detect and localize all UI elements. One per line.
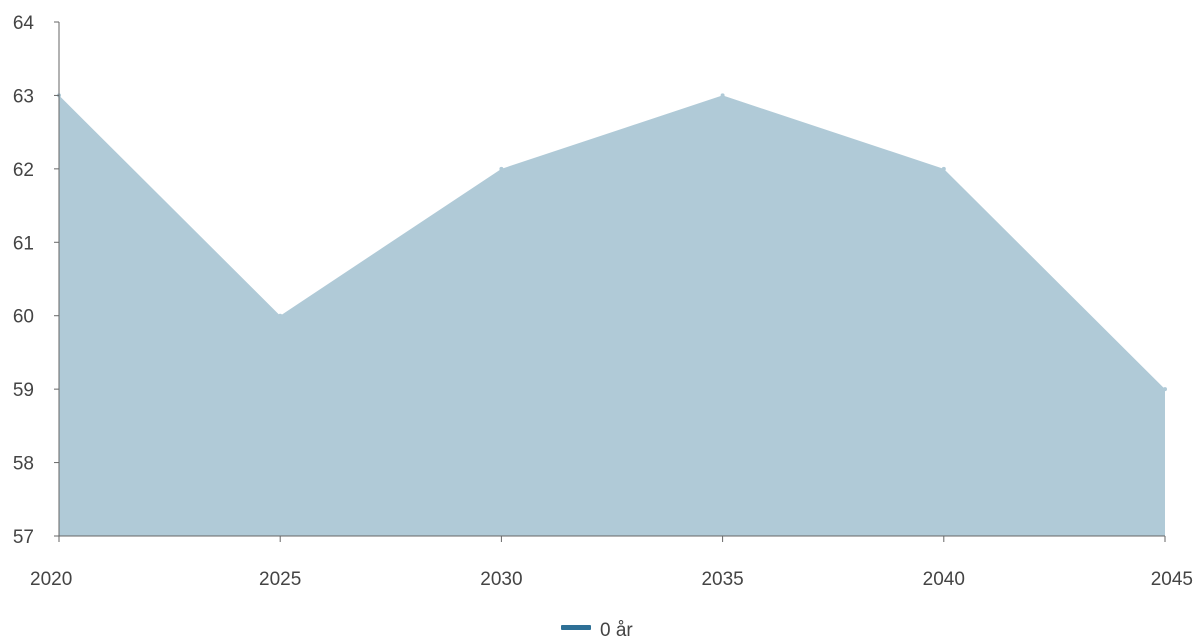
y-tick-label-58: 58 <box>13 454 34 475</box>
legend: 0 år <box>561 620 633 641</box>
data-point-2035 <box>720 93 725 98</box>
y-tick-label-63: 63 <box>13 86 34 107</box>
y-axis-ticks: 57 58 59 60 61 62 63 64 <box>13 13 59 548</box>
data-point-2030 <box>499 166 504 171</box>
data-point-2040 <box>941 166 946 171</box>
y-tick-label-59: 59 <box>13 380 34 401</box>
x-tick-label-2040: 2040 <box>923 569 965 590</box>
x-tick-label-2030: 2030 <box>480 569 522 590</box>
axis-layer <box>58 22 1165 537</box>
area-layer <box>57 93 1167 536</box>
x-tick-label-2045: 2045 <box>1151 569 1193 590</box>
legend-swatch <box>561 625 591 630</box>
area-series-0 <box>59 95 1165 536</box>
y-tick-label-60: 60 <box>13 307 34 328</box>
y-tick-label-61: 61 <box>13 233 34 254</box>
x-tick-label-2035: 2035 <box>701 569 743 590</box>
legend-label: 0 år <box>600 620 633 639</box>
x-tick-label-2020: 2020 <box>30 569 72 590</box>
y-tick-label-62: 62 <box>13 160 34 181</box>
x-tick-label-2025: 2025 <box>259 569 301 590</box>
data-point-2045 <box>1163 387 1167 392</box>
y-tick-label-57: 57 <box>13 527 34 548</box>
y-tick-label-64: 64 <box>13 13 35 34</box>
x-axis-ticks: 2020 2025 2030 2035 2040 2045 <box>30 536 1193 590</box>
data-point-2025 <box>278 313 283 318</box>
